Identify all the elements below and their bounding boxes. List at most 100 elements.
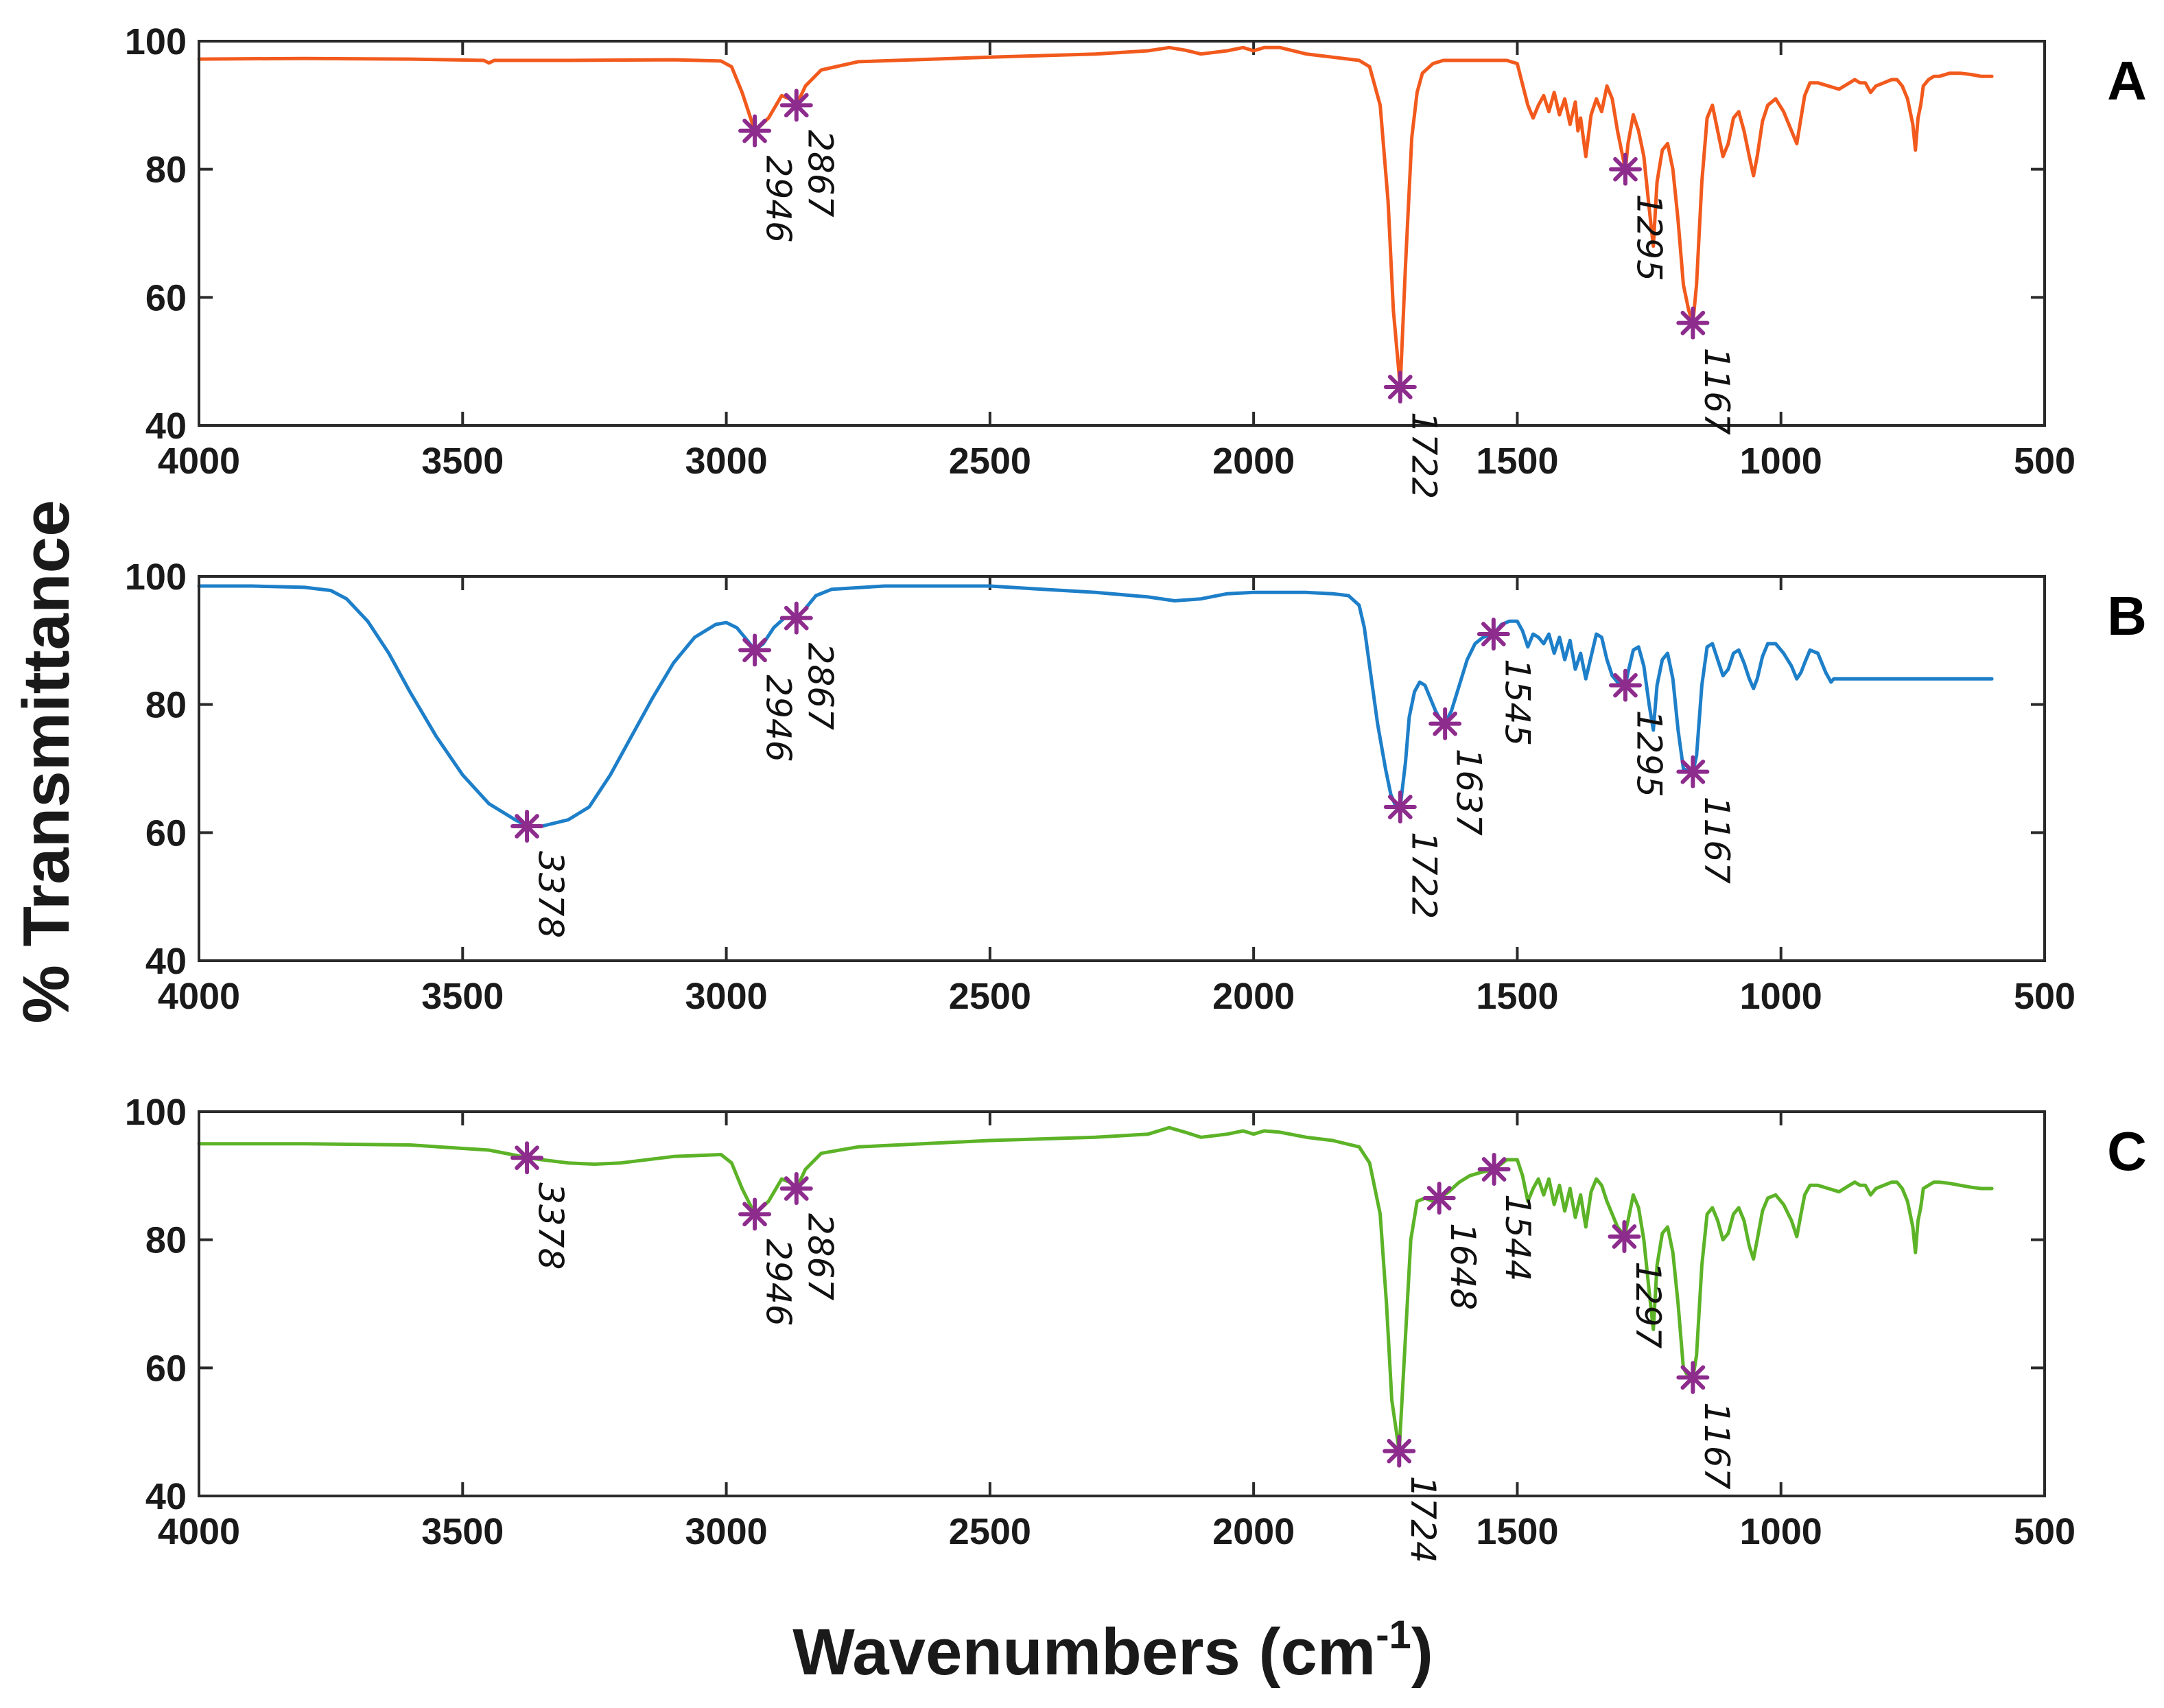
x-tick-label-c: 2000 [1212, 1511, 1295, 1552]
panel-letter-c: C [2107, 1121, 2147, 1182]
peak-marker-2867 [779, 1172, 813, 1205]
peak-marker-stroke [742, 118, 767, 143]
y-tick-label-c: 100 [125, 1092, 187, 1133]
peak-marker-1637 [1428, 707, 1462, 740]
y-tick-label-a: 100 [125, 21, 187, 62]
x-tick-label-b: 4000 [158, 976, 240, 1017]
x-tick-label-b: 500 [2014, 976, 2075, 1017]
spectrum-line-b [197, 584, 1994, 828]
peak-label-1724: 1724 [1403, 1476, 1443, 1563]
plot-frame-b [198, 575, 2046, 962]
panels-group: 4000 3500 3000 2500 2000 1500 1000 500 40 60 80 100… [125, 21, 2147, 1563]
peak-label-2946: 2946 [759, 675, 799, 762]
peak-marker-2946 [738, 114, 772, 148]
x-tick-label-c: 4000 [158, 1511, 240, 1552]
peak-marker-stroke [515, 814, 539, 839]
peak-marker-stroke [1613, 156, 1638, 182]
y-tick-label-a: 40 [145, 406, 187, 447]
peak-marker-stroke [1387, 1438, 1412, 1464]
peak-marker-1167 [1676, 1361, 1710, 1394]
spectrum-line-c [197, 1125, 1994, 1453]
peak-label-1295: 1295 [1630, 194, 1669, 281]
peak-label-2867: 2867 [800, 1213, 840, 1300]
peak-marker-stroke [784, 605, 809, 631]
peak-marker-stroke [1612, 1224, 1637, 1249]
peak-marker-stroke [1433, 711, 1457, 736]
peak-marker-stroke [1387, 375, 1413, 399]
peak-marker-1295 [1608, 668, 1642, 702]
peak-label-1167: 1167 [1697, 348, 1737, 435]
x-tick-label-a: 1000 [1740, 441, 1822, 482]
x-axis-title: Wavenumbers (cm-1) [792, 1613, 1433, 1689]
spectrum-line-a [197, 45, 1994, 389]
peak-marker-stroke [1481, 622, 1506, 646]
x-axis-title-text: Wavenumbers (cm [792, 1615, 1376, 1689]
peak-marker-stroke [1613, 672, 1638, 698]
peak-marker-stroke [742, 1202, 767, 1227]
x-tick-label-b: 3000 [685, 976, 768, 1017]
x-tick-label-a: 2500 [949, 441, 1031, 482]
peak-marker-stroke [1481, 1157, 1507, 1182]
peak-label-1722: 1722 [1404, 412, 1444, 499]
x-tick-label-c: 3500 [421, 1511, 504, 1552]
peak-marker-2946 [738, 1197, 772, 1231]
peak-marker-1167 [1676, 306, 1710, 340]
x-tick-label-a: 500 [2014, 441, 2075, 482]
peak-marker-1722 [1383, 371, 1417, 403]
peak-marker-2867 [779, 601, 813, 635]
peak-marker-stroke [1680, 1365, 1706, 1390]
peak-marker-3378 [510, 810, 544, 843]
panel-a: 4000 3500 3000 2500 2000 1500 1000 500 40 60 80 100… [125, 21, 2147, 499]
peak-label-3378: 3378 [531, 1182, 571, 1270]
peak-marker-2946 [738, 633, 772, 667]
peak-marker-1297 [1608, 1220, 1641, 1253]
y-tick-label-b: 80 [145, 685, 187, 726]
peak-marker-stroke [784, 1176, 809, 1201]
plot-frame-a [198, 40, 2046, 427]
peak-label-1295: 1295 [1630, 710, 1669, 797]
x-tick-label-a: 3500 [421, 441, 504, 482]
peak-label-1544: 1544 [1498, 1194, 1538, 1281]
panel-b: 4000 3500 3000 2500 2000 1500 1000 500 40 60 80 100… [125, 557, 2147, 1017]
y-tick-label-c: 40 [145, 1476, 187, 1517]
peak-marker-1295 [1608, 152, 1642, 186]
y-tick-label-b: 40 [145, 941, 187, 982]
peak-label-2946: 2946 [759, 156, 799, 243]
x-tick-label-b: 1500 [1476, 976, 1558, 1017]
x-tick-label-b: 3500 [421, 976, 504, 1017]
x-tick-label-a: 3000 [685, 441, 768, 482]
y-tick-label-b: 100 [125, 557, 187, 598]
peak-marker-stroke [784, 93, 809, 118]
peak-label-3378: 3378 [531, 851, 571, 938]
x-tick-label-c: 1000 [1740, 1511, 1822, 1552]
peak-label-2867: 2867 [800, 130, 840, 217]
peak-label-1545: 1545 [1497, 659, 1537, 746]
panel-c: 4000 3500 3000 2500 2000 1500 1000 500 40 60 80 100… [125, 1092, 2147, 1563]
x-axis-title-suffix: ) [1411, 1615, 1433, 1689]
peak-marker-stroke [515, 1145, 539, 1171]
x-axis-title-superscript: -1 [1376, 1613, 1411, 1657]
x-tick-label-b: 2500 [949, 976, 1031, 1017]
x-tick-label-a: 4000 [158, 441, 240, 482]
x-tick-label-c: 500 [2014, 1511, 2075, 1552]
x-tick-label-c: 3000 [685, 1511, 768, 1552]
peak-label-2867: 2867 [800, 643, 840, 730]
peak-marker-stroke [1680, 759, 1706, 784]
y-tick-label-b: 60 [145, 812, 187, 854]
y-tick-label-c: 60 [145, 1348, 187, 1389]
peak-label-1167: 1167 [1697, 1402, 1737, 1489]
peak-marker-stroke [1426, 1186, 1452, 1210]
x-tick-label-c: 1500 [1476, 1511, 1558, 1552]
y-tick-label-c: 80 [145, 1220, 187, 1261]
x-tick-label-b: 2000 [1212, 976, 1295, 1017]
peak-label-1648: 1648 [1443, 1223, 1483, 1310]
x-tick-label-a: 1500 [1476, 441, 1558, 482]
plot-frame-c [198, 1110, 2046, 1497]
y-tick-label-a: 60 [145, 277, 187, 318]
peak-marker-1545 [1477, 618, 1510, 651]
y-tick-label-a: 80 [145, 150, 187, 191]
peak-marker-1648 [1422, 1182, 1456, 1215]
peak-label-2946: 2946 [759, 1239, 799, 1326]
x-tick-label-b: 1000 [1740, 976, 1822, 1017]
peak-marker-stroke [742, 637, 767, 663]
